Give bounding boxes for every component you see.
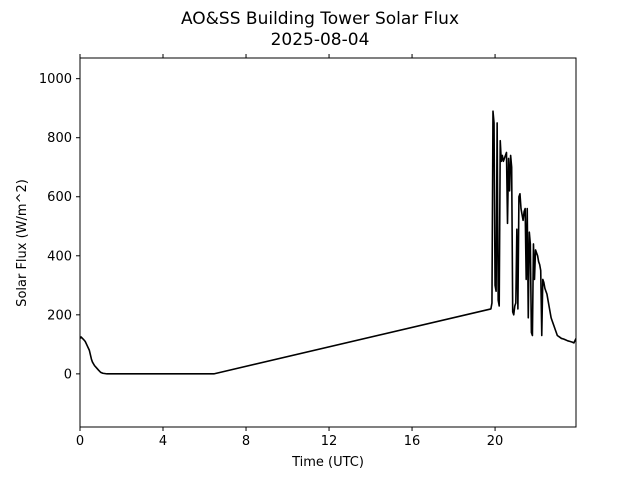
chart-subtitle: 2025-08-04 <box>271 30 370 50</box>
plot-frame <box>79 57 577 428</box>
x-tick-label: 12 <box>321 434 338 449</box>
x-tick-label: 20 <box>487 434 504 449</box>
chart-title: AO&SS Building Tower Solar Flux <box>181 9 459 29</box>
y-tick-label: 1000 <box>39 72 72 87</box>
y-tick-label: 800 <box>47 131 72 146</box>
y-tick-label: 600 <box>47 190 72 205</box>
series-line-0 <box>80 110 576 375</box>
y-tick-label: 0 <box>64 367 72 382</box>
y-tick-label: 200 <box>47 308 72 323</box>
x-axis-label: Time (UTC) <box>291 455 364 470</box>
x-tick-label: 4 <box>159 434 167 449</box>
x-tick-label: 16 <box>404 434 421 449</box>
y-axis-label: Solar Flux (W/m^2) <box>15 179 30 307</box>
y-tick-label: 400 <box>47 249 72 264</box>
x-tick-label: 0 <box>76 434 84 449</box>
x-tick-label: 8 <box>242 434 250 449</box>
